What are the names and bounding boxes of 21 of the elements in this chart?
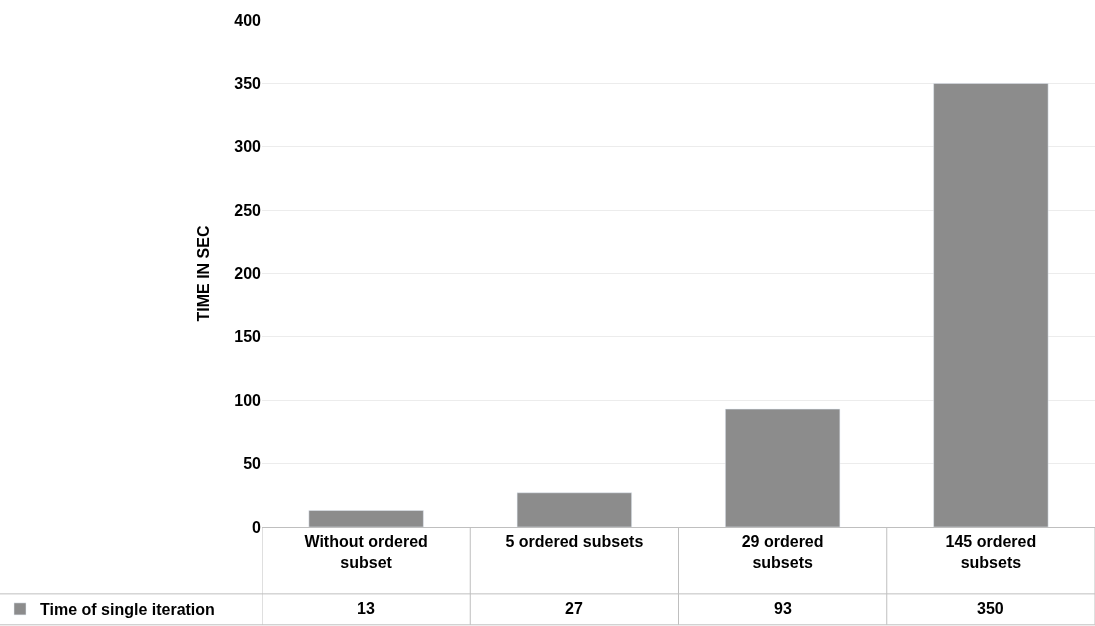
y-tick-label: 150 [234, 328, 262, 346]
y-tick-label: 250 [234, 201, 262, 219]
data-label: 350 [977, 600, 1004, 617]
y-axis-title: TIME IN SEC [195, 225, 213, 322]
x-tick-label: 145 ordered subsets [945, 533, 1037, 571]
bar [308, 510, 424, 527]
x-tick-label: 29 ordered subsets [741, 533, 824, 571]
y-tick-label: 200 [234, 265, 262, 283]
data-label: 93 [774, 600, 792, 617]
y-tick-label: 400 [234, 11, 262, 29]
bar [516, 492, 632, 527]
y-tick-label: 50 [243, 455, 262, 473]
x-tick-label: 5 ordered subsets [505, 533, 644, 551]
y-tick-label: 0 [252, 518, 262, 536]
legend-label: Time of single iteration [40, 601, 215, 619]
data-label: 27 [565, 600, 583, 617]
x-tick-label: Without ordered subset [304, 533, 428, 571]
data-label: 13 [357, 600, 375, 617]
y-tick-label: 100 [234, 391, 262, 409]
y-tick-label: 350 [234, 74, 262, 92]
y-tick-label: 300 [234, 138, 262, 156]
